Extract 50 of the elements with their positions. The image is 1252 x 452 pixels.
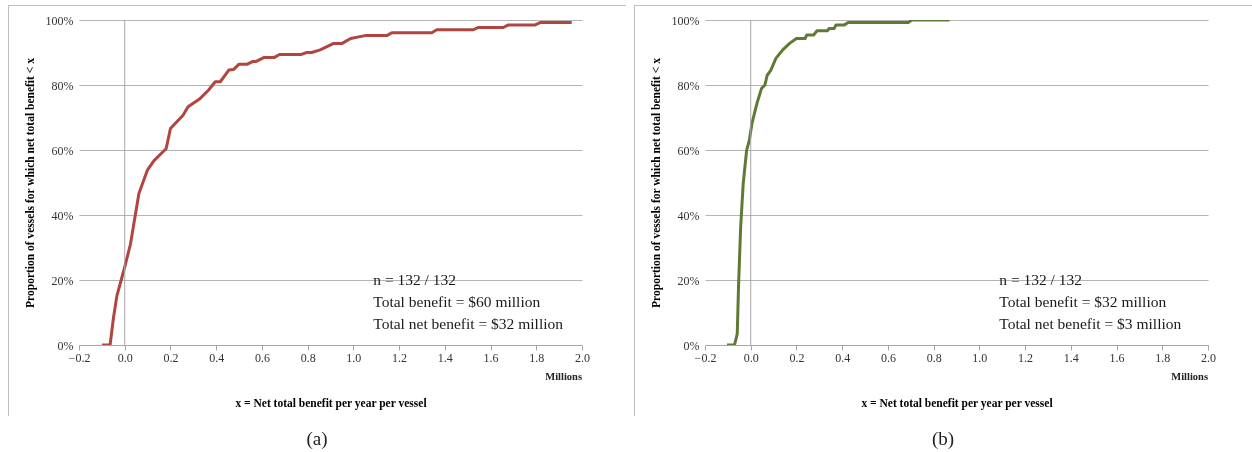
y-axis-title: Proportion of vessels for which net total benefit < x (23, 57, 37, 308)
y-tick-label: 0% (57, 338, 74, 353)
y-tick-label: 60% (677, 143, 700, 158)
y-tick-label: 100% (45, 13, 74, 28)
x-tick-label: 0.8 (300, 350, 316, 365)
x-axis-title: x = Net total benefit per year per vessel (861, 396, 1053, 410)
y-tick-label: 0% (683, 338, 700, 353)
x-tick-label: 2.0 (1201, 350, 1216, 365)
x-axis-title: x = Net total benefit per year per vessel (235, 396, 427, 410)
y-tick-label: 20% (51, 273, 74, 288)
x-tick-label: 1.8 (1155, 350, 1171, 365)
y-tick-label: 20% (677, 273, 700, 288)
y-tick-label: 100% (671, 13, 700, 28)
x-tick-label: 1.4 (1063, 350, 1079, 365)
x-tick-label: −0.2 (68, 350, 91, 365)
y-tick-label: 80% (51, 78, 74, 93)
annotation: n = 132 / 132 (373, 271, 457, 288)
x-tick-label: 0.4 (209, 350, 225, 365)
y-tick-label: 40% (51, 208, 74, 223)
x-tick-label: 1.6 (483, 350, 499, 365)
x-tick-label: 0.0 (117, 350, 133, 365)
y-tick-label: 40% (677, 208, 700, 223)
annotation: Total net benefit = $3 million (999, 315, 1182, 332)
x-tick-label: 0.2 (789, 350, 805, 365)
annotation: Total benefit = $32 million (999, 293, 1167, 310)
x-tick-label: 0.6 (880, 350, 896, 365)
x-tick-label: 1.2 (1018, 350, 1034, 365)
x-tick-label: 1.0 (972, 350, 988, 365)
annotation: Total benefit = $60 million (373, 293, 541, 310)
annotation: Total net benefit = $32 million (373, 315, 564, 332)
y-axis-title: Proportion of vessels for which net total benefit < x (649, 57, 663, 308)
x-tick-label: 0.0 (743, 350, 759, 365)
text: (a) (306, 428, 328, 450)
x-tick-label: 1.8 (529, 350, 545, 365)
x-tick-label: 0.4 (835, 350, 851, 365)
x-tick-label: 0.2 (163, 350, 179, 365)
text: Millions (1171, 371, 1208, 382)
text: Millions (545, 371, 582, 382)
x-tick-label: 1.0 (346, 350, 362, 365)
x-tick-label: 0.6 (254, 350, 270, 365)
x-tick-label: 2.0 (575, 350, 590, 365)
annotation: n = 132 / 132 (999, 271, 1083, 288)
x-tick-label: 1.2 (392, 350, 408, 365)
x-tick-label: 0.8 (926, 350, 942, 365)
y-tick-label: 80% (677, 78, 700, 93)
x-tick-label: 1.4 (437, 350, 453, 365)
y-tick-label: 60% (51, 143, 74, 158)
x-tick-label: 1.6 (1109, 350, 1125, 365)
x-tick-label: −0.2 (694, 350, 717, 365)
text: (b) (931, 428, 955, 450)
